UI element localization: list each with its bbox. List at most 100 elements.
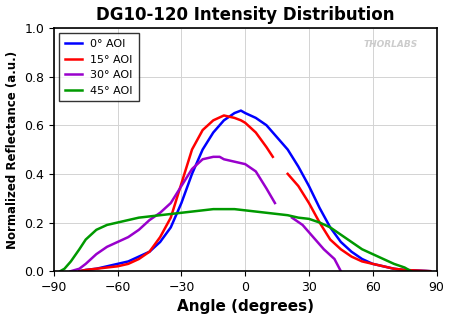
45° AOI (62, 267, 67, 271)
0° AOI (360, 257, 365, 261)
0° AOI (317, 206, 322, 210)
0° AOI (274, 135, 280, 139)
0° AOI (381, 264, 386, 268)
0° AOI (296, 164, 301, 168)
30° AOI (168, 201, 173, 205)
15° AOI (270, 155, 275, 159)
45° AOI (179, 211, 184, 215)
45° AOI (68, 260, 73, 263)
45° AOI (83, 238, 88, 242)
30° AOI (217, 155, 222, 159)
30° AOI (83, 262, 88, 266)
0° AOI (76, 269, 82, 273)
15° AOI (189, 148, 195, 151)
0° AOI (428, 269, 433, 273)
0° AOI (115, 262, 120, 266)
15° AOI (76, 269, 82, 273)
0° AOI (328, 226, 333, 229)
0° AOI (179, 201, 184, 205)
15° AOI (232, 116, 237, 120)
45° AOI (306, 217, 312, 221)
0° AOI (168, 226, 173, 229)
30° AOI (200, 157, 205, 161)
Line: 15° AOI: 15° AOI (79, 116, 273, 271)
30° AOI (147, 218, 152, 222)
45° AOI (392, 262, 397, 266)
0° AOI (306, 184, 312, 188)
45° AOI (232, 207, 237, 211)
45° AOI (189, 210, 195, 213)
15° AOI (221, 114, 227, 117)
45° AOI (168, 212, 173, 216)
45° AOI (349, 240, 354, 244)
0° AOI (83, 268, 88, 272)
45° AOI (285, 213, 290, 217)
30° AOI (253, 170, 258, 173)
15° AOI (104, 266, 110, 269)
0° AOI (392, 267, 397, 271)
30° AOI (272, 201, 278, 205)
45° AOI (126, 218, 131, 222)
45° AOI (158, 213, 163, 217)
15° AOI (94, 267, 99, 271)
15° AOI (158, 235, 163, 239)
30° AOI (136, 228, 142, 232)
15° AOI (136, 257, 142, 261)
45° AOI (147, 214, 152, 218)
45° AOI (58, 269, 63, 273)
30° AOI (189, 167, 195, 171)
30° AOI (232, 160, 237, 164)
0° AOI (402, 268, 407, 272)
30° AOI (243, 162, 248, 166)
Text: THORLABS: THORLABS (364, 40, 418, 49)
0° AOI (158, 240, 163, 244)
0° AOI (147, 250, 152, 254)
15° AOI (211, 118, 216, 122)
15° AOI (147, 250, 152, 254)
0° AOI (136, 255, 142, 259)
0° AOI (243, 111, 248, 115)
30° AOI (76, 267, 82, 271)
15° AOI (126, 262, 131, 266)
0° AOI (200, 148, 205, 151)
45° AOI (381, 257, 386, 261)
45° AOI (136, 216, 142, 220)
45° AOI (370, 252, 375, 256)
45° AOI (274, 212, 280, 216)
0° AOI (264, 123, 269, 127)
30° AOI (158, 211, 163, 215)
45° AOI (243, 208, 248, 212)
0° AOI (253, 116, 258, 120)
45° AOI (264, 211, 269, 215)
0° AOI (413, 268, 418, 272)
0° AOI (232, 111, 237, 115)
30° AOI (179, 184, 184, 188)
30° AOI (211, 155, 216, 159)
15° AOI (238, 118, 243, 122)
15° AOI (253, 131, 258, 134)
0° AOI (349, 250, 354, 254)
0° AOI (221, 118, 227, 122)
15° AOI (179, 182, 184, 186)
45° AOI (402, 266, 407, 269)
45° AOI (211, 207, 216, 211)
0° AOI (94, 267, 99, 271)
0° AOI (338, 240, 343, 244)
15° AOI (243, 121, 248, 125)
45° AOI (115, 220, 120, 224)
45° AOI (317, 220, 322, 224)
Title: DG10-120 Intensity Distribution: DG10-120 Intensity Distribution (96, 5, 394, 24)
15° AOI (168, 216, 173, 220)
15° AOI (264, 145, 269, 149)
45° AOI (360, 247, 365, 251)
45° AOI (104, 223, 110, 227)
30° AOI (264, 187, 269, 190)
Legend: 0° AOI, 15° AOI, 30° AOI, 45° AOI: 0° AOI, 15° AOI, 30° AOI, 45° AOI (59, 34, 139, 101)
45° AOI (338, 233, 343, 236)
45° AOI (94, 228, 99, 232)
45° AOI (408, 269, 414, 273)
0° AOI (104, 264, 110, 268)
X-axis label: Angle (degrees): Angle (degrees) (177, 300, 314, 315)
Line: 0° AOI: 0° AOI (79, 111, 430, 271)
45° AOI (296, 216, 301, 220)
